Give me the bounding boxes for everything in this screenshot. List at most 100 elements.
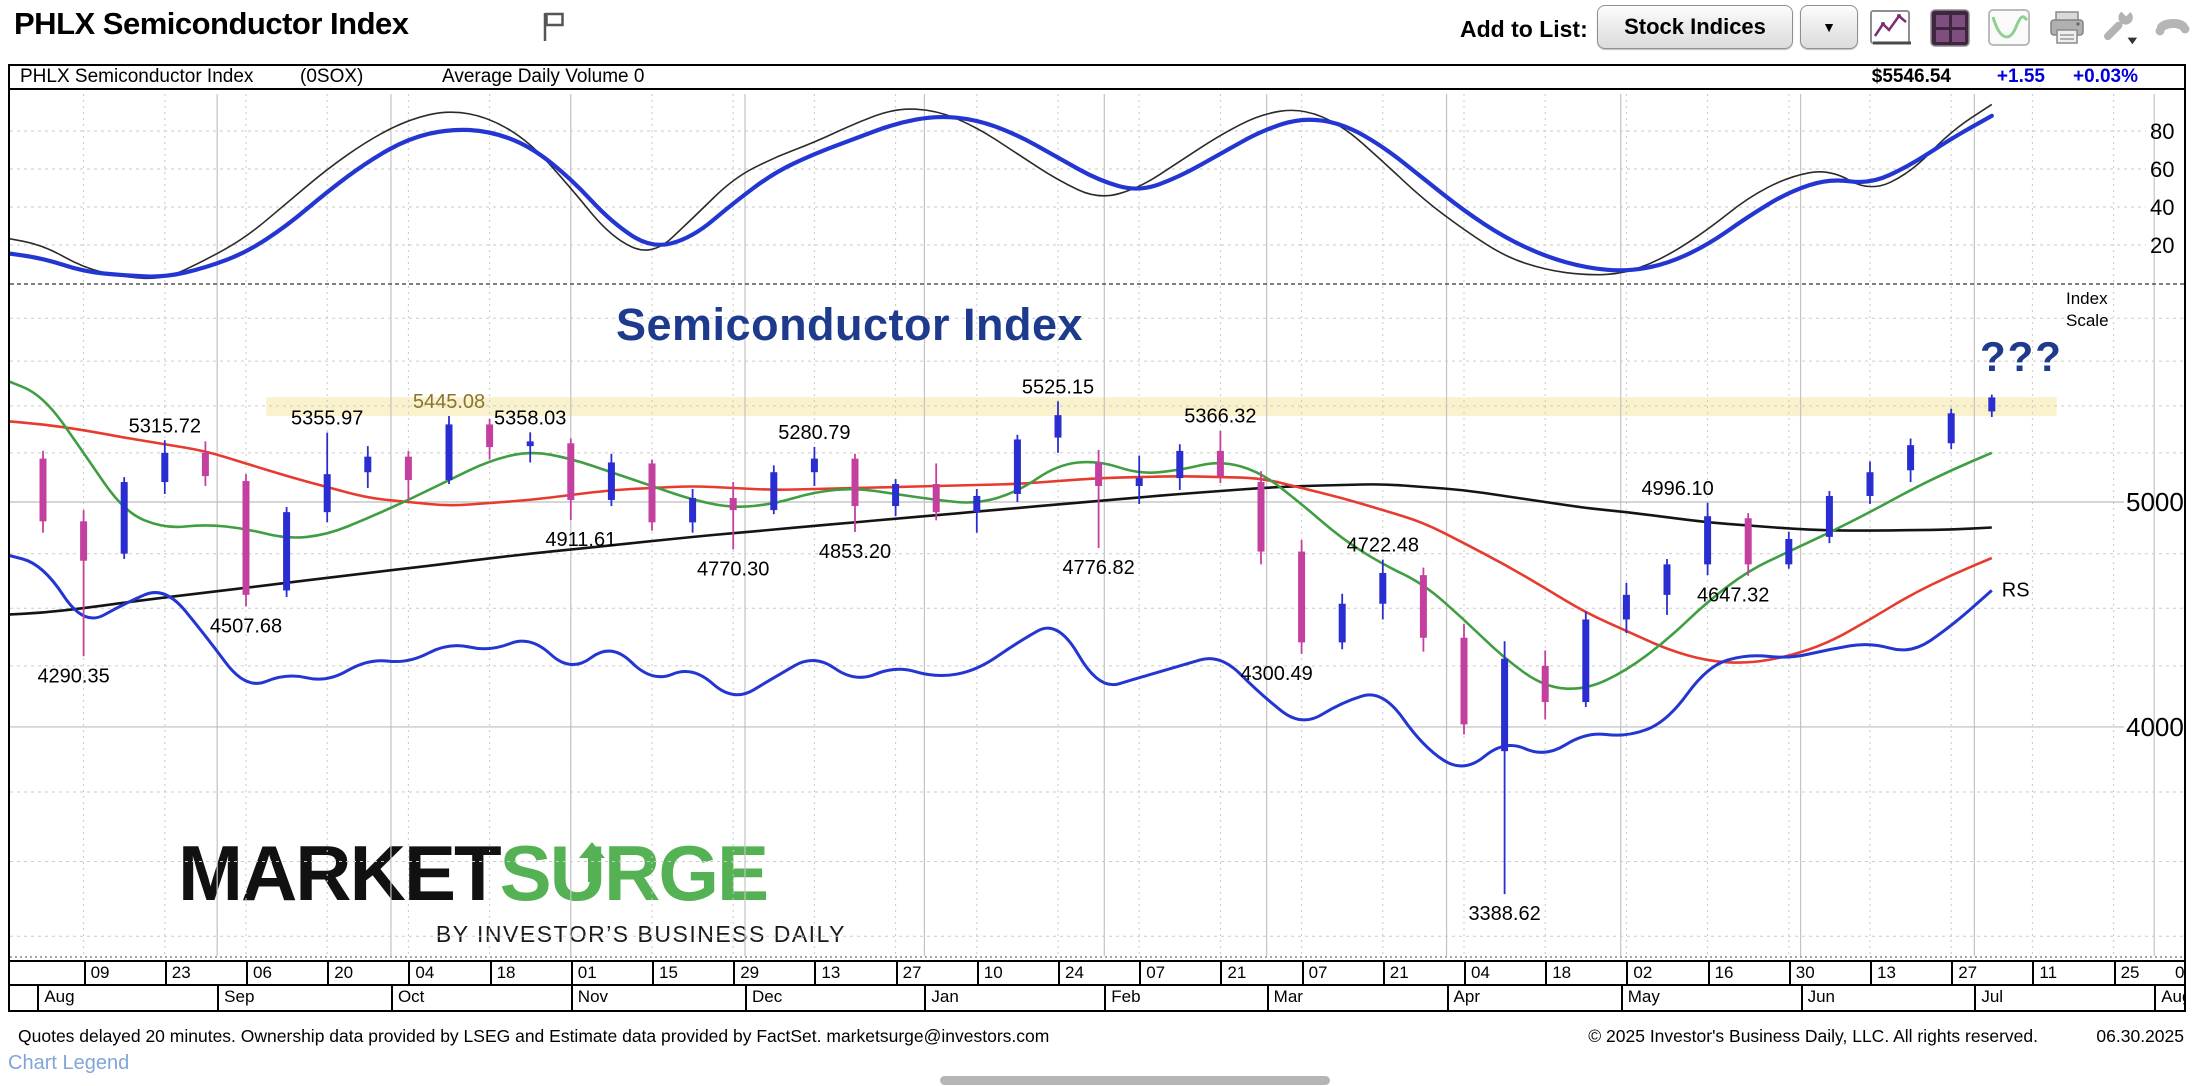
date-cell: 24 bbox=[1058, 962, 1139, 984]
chart-legend-link[interactable]: Chart Legend bbox=[8, 1052, 130, 1074]
price-annotation: 3388.62 bbox=[1468, 903, 1540, 925]
candle-up bbox=[364, 456, 372, 473]
oscillator-fast-line bbox=[10, 103, 1993, 280]
date-cell: 10 bbox=[976, 962, 1058, 984]
candle-down bbox=[242, 481, 250, 595]
candle-down bbox=[729, 497, 737, 511]
date-axis-months: AugSepOctNovDecJanFebMarAprMayJunJulAug bbox=[10, 986, 2184, 1010]
candle-down bbox=[1298, 551, 1306, 643]
relative-strength-line bbox=[10, 554, 1993, 768]
month-cell: Aug bbox=[37, 986, 217, 1010]
horizontal-scrollbar[interactable] bbox=[940, 1076, 1330, 1085]
candle-up bbox=[1785, 538, 1793, 565]
date-cell: 09 bbox=[83, 962, 165, 984]
candle-down bbox=[1216, 450, 1224, 477]
candle-up bbox=[1866, 472, 1874, 496]
date-cell: 27 bbox=[895, 962, 977, 984]
candle-up bbox=[323, 474, 331, 513]
mini-chart-icon[interactable] bbox=[1987, 8, 2031, 48]
contact-icon[interactable] bbox=[2150, 8, 2194, 48]
date-cell: 20 bbox=[327, 962, 408, 984]
date-cell bbox=[10, 962, 84, 984]
date-cell: 18 bbox=[1545, 962, 1626, 984]
date-cell: 16 bbox=[1707, 962, 1789, 984]
price-annotation: 5525.15 bbox=[1022, 376, 1094, 398]
candle-up bbox=[1663, 564, 1671, 595]
date-cell: 01 bbox=[570, 962, 652, 984]
svg-text:5000: 5000 bbox=[2126, 487, 2184, 517]
candle-down bbox=[1541, 665, 1549, 703]
candle-up bbox=[607, 462, 615, 500]
grid-view-icon[interactable] bbox=[1928, 8, 1972, 48]
date-cell: 23 bbox=[164, 962, 246, 984]
line-chart-icon[interactable] bbox=[1868, 8, 1912, 48]
date-cell: 13 bbox=[814, 962, 895, 984]
candle-up bbox=[892, 484, 900, 507]
oscillator-slow-line bbox=[10, 113, 1994, 279]
candle-up bbox=[1135, 478, 1143, 486]
month-cell: Jul bbox=[1974, 986, 2154, 1010]
candle-up bbox=[1013, 439, 1021, 494]
candle-up bbox=[526, 441, 534, 447]
candle-down bbox=[567, 443, 575, 500]
add-to-list-label: Add to List: bbox=[1460, 16, 1588, 42]
index-scale-line2: Scale bbox=[2066, 311, 2109, 330]
tools-icon[interactable] bbox=[2096, 8, 2140, 48]
price-chart-canvas: 80 60 40 20 5000 4000 RS 5315.72 4290.35 4507.68 5… bbox=[10, 94, 2184, 958]
svg-text:4000: 4000 bbox=[2126, 712, 2184, 742]
avg-volume-label: Average Daily Volume 0 bbox=[442, 66, 645, 87]
candle-up bbox=[1988, 397, 1996, 412]
date-cell: 15 bbox=[652, 962, 733, 984]
date-cell: 27 bbox=[1951, 962, 2032, 984]
candle-down bbox=[1257, 482, 1265, 552]
candle-down bbox=[851, 458, 859, 507]
candle-down bbox=[404, 456, 412, 481]
price-annotation: 4776.82 bbox=[1062, 557, 1134, 579]
resistance-band bbox=[266, 397, 2057, 417]
instrument-info-bar: PHLX Semiconductor Index (0SOX) Average … bbox=[10, 66, 2184, 90]
candle-up bbox=[1622, 594, 1630, 620]
candle-up bbox=[445, 424, 453, 481]
candle-up bbox=[689, 497, 697, 523]
candle-up bbox=[1947, 413, 1955, 444]
month-cell: Oct bbox=[390, 986, 571, 1010]
date-cell: 21 bbox=[1382, 962, 1464, 984]
month-cell: Dec bbox=[744, 986, 924, 1010]
month-cell: Aug bbox=[2154, 986, 2184, 1010]
price-annotation: 4996.10 bbox=[1641, 478, 1713, 500]
print-icon[interactable] bbox=[2045, 8, 2089, 48]
stock-indices-button[interactable]: Stock Indices bbox=[1597, 5, 1793, 49]
candle-up bbox=[161, 452, 169, 483]
mystery-annotation: ??? bbox=[1980, 333, 2063, 380]
date-axis-days: 09 23 06 20 04 18 01 15 29 13 27 10 24 07 21 07 21 04 18 02… bbox=[10, 960, 2184, 986]
candle-down bbox=[648, 463, 656, 523]
chart-title: Semiconductor Index bbox=[616, 299, 1084, 350]
price-annotation: 5280.79 bbox=[778, 422, 850, 444]
price-annotation: 5366.32 bbox=[1184, 406, 1256, 428]
flag-icon[interactable] bbox=[538, 10, 568, 49]
date-cell: 30 bbox=[1788, 962, 1870, 984]
date-cell: 04 bbox=[408, 962, 489, 984]
candle-up bbox=[1501, 658, 1509, 752]
chart-panel: PHLX Semiconductor Index (0SOX) Average … bbox=[8, 64, 2186, 1012]
ma-40-week-line bbox=[10, 483, 1992, 616]
price-change: +1.55 bbox=[1996, 66, 2045, 87]
candle-down bbox=[1419, 575, 1427, 638]
price-change-percent: +0.03% bbox=[2073, 66, 2138, 87]
ma-10-week-line bbox=[10, 420, 1993, 664]
candle-down bbox=[39, 458, 47, 522]
candle-up bbox=[120, 482, 128, 554]
candle-down bbox=[1744, 518, 1752, 565]
month-cell: Feb bbox=[1104, 986, 1266, 1010]
candle-up bbox=[1338, 603, 1346, 643]
price-annotation: 4911.61 bbox=[545, 529, 616, 551]
candle-down bbox=[201, 452, 209, 477]
date-cell: 04 bbox=[1464, 962, 1545, 984]
date-cell: 21 bbox=[1220, 962, 1301, 984]
candle-down bbox=[1095, 462, 1103, 486]
date-cell: 0 bbox=[2175, 963, 2184, 982]
month-cell: Jun bbox=[1800, 986, 1975, 1010]
svg-text:60: 60 bbox=[2150, 157, 2174, 182]
list-dropdown-button[interactable]: ▼ bbox=[1800, 5, 1858, 49]
date-cell: 29 bbox=[733, 962, 814, 984]
